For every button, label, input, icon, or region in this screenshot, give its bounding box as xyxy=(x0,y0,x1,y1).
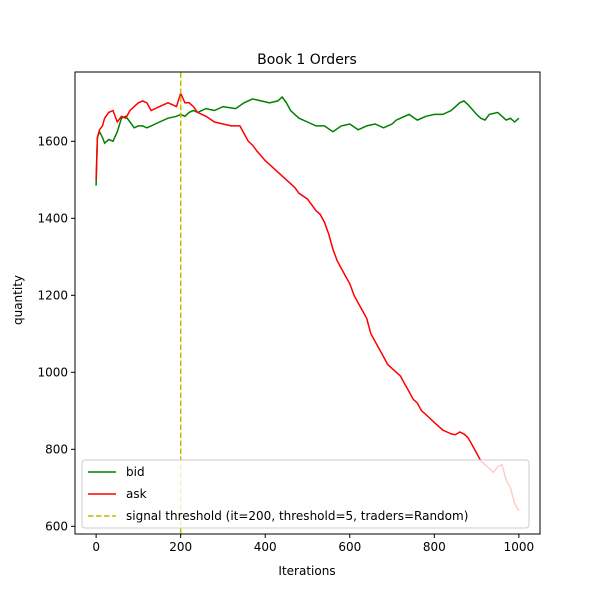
y-tick-label: 1000 xyxy=(37,365,68,379)
legend-entry: signal threshold (it=200, threshold=5, t… xyxy=(126,509,468,523)
series-line-bid xyxy=(95,95,520,186)
x-tick-label: 0 xyxy=(92,540,100,554)
x-tick-label: 800 xyxy=(423,540,446,554)
y-tick-label: 1600 xyxy=(37,134,68,148)
y-tick-label: 600 xyxy=(45,519,68,533)
legend-box xyxy=(81,459,530,529)
chart-title: Book 1 Orders xyxy=(257,52,357,68)
legend-entry: ask xyxy=(126,487,147,501)
axes-frame xyxy=(74,71,541,535)
series-line-ask xyxy=(95,91,520,512)
x-tick-label: 600 xyxy=(338,540,361,554)
plot-area: 0 200 400 600 800 1000 600 800 1000 1200 1400 1600 xyxy=(37,71,541,554)
y-tick-label: 1400 xyxy=(37,211,68,225)
y-tick-label: 800 xyxy=(45,442,68,456)
y-tick-label: 1200 xyxy=(37,288,68,302)
x-tick-label: 400 xyxy=(254,540,277,554)
legend-entry: bid xyxy=(126,465,145,479)
y-axis-label: quantity xyxy=(11,275,25,325)
x-axis-label: Iterations xyxy=(278,564,335,578)
x-tick-label: 200 xyxy=(169,540,192,554)
x-tick-label: 1000 xyxy=(504,540,535,554)
legend: bid ask signal threshold (it=200, threshol… xyxy=(81,459,530,529)
